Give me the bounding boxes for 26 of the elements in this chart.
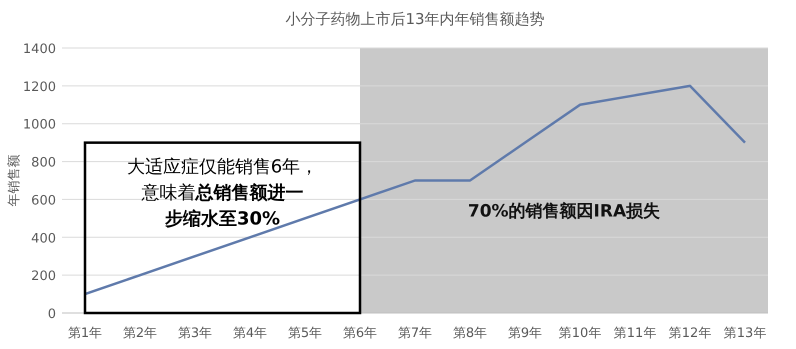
x-tick-label: 第8年 xyxy=(452,326,488,341)
x-tick-label: 第1年 xyxy=(68,326,102,341)
x-tick-label: 第5年 xyxy=(288,326,322,341)
band-label: 70%的销售额因IRA损失 xyxy=(468,201,660,222)
x-tick-label: 第4年 xyxy=(232,326,268,341)
x-tick-label: 第6年 xyxy=(342,326,378,341)
y-axis-title: 年销售额 xyxy=(7,154,22,206)
x-tick-label: 第2年 xyxy=(122,326,158,341)
x-tick-label: 第10年 xyxy=(558,326,602,341)
y-tick-label: 600 xyxy=(31,193,56,208)
x-tick-label: 第11年 xyxy=(614,326,656,341)
y-tick-label: 200 xyxy=(31,269,56,284)
chart-title: 小分子药物上市后13年内年销售额趋势 xyxy=(285,10,545,28)
x-tick-label: 第7年 xyxy=(398,326,432,341)
x-tick-label: 第3年 xyxy=(178,326,212,341)
x-tick-label: 第12年 xyxy=(668,326,712,341)
y-tick-label: 1200 xyxy=(22,80,56,95)
annotation-box: 大适应症仅能销售6年，意味着总销售额进一步缩水至30% xyxy=(84,141,362,314)
y-tick-label: 1400 xyxy=(22,42,56,57)
y-tick-label: 1000 xyxy=(22,118,56,133)
y-tick-label: 0 xyxy=(48,307,56,322)
y-tick-label: 800 xyxy=(31,156,56,171)
annotation: 大适应症仅能销售6年，意味着总销售额进一步缩水至30% xyxy=(126,156,318,230)
x-tick-label: 第13年 xyxy=(724,326,766,341)
x-tick-label: 第9年 xyxy=(508,326,542,341)
y-tick-label: 400 xyxy=(31,231,56,246)
